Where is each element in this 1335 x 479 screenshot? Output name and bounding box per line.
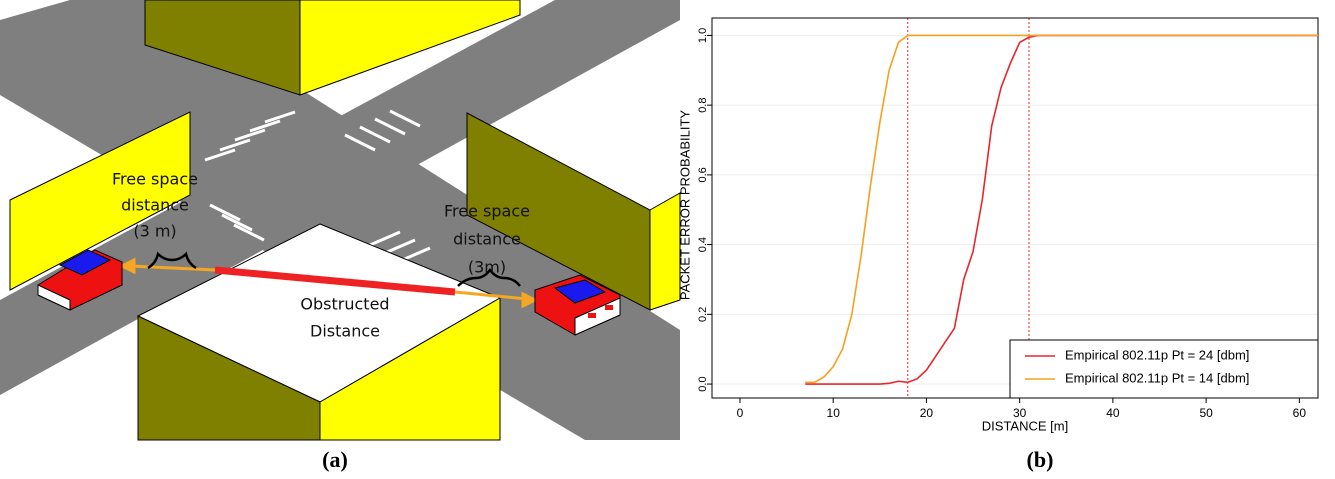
label: Distance — [310, 322, 380, 341]
caption: (b) — [1027, 447, 1054, 472]
y-axis-label: PACKET ERROR PROBABILITY — [677, 110, 692, 301]
x-tick-label: 40 — [1106, 406, 1120, 420]
label: (3 m) — [133, 222, 176, 241]
figure: Free space distance (3 m) Free space dis… — [0, 0, 1335, 474]
x-tick-label: 10 — [827, 406, 841, 420]
y-tick-label: 0.4 — [697, 237, 709, 252]
y-tick-label: 1.0 — [697, 28, 709, 43]
x-tick-label: 60 — [1293, 406, 1307, 420]
label: Obstructed — [300, 295, 389, 314]
x-tick-label: 20 — [920, 406, 934, 420]
y-tick-label: 0.6 — [697, 167, 709, 182]
label: distance — [453, 230, 521, 249]
y-tick-label: 0.8 — [697, 98, 709, 113]
caption: (a) — [322, 447, 348, 472]
label: Free space — [112, 170, 198, 189]
series-line — [805, 35, 1318, 382]
x-tick-label: 50 — [1199, 406, 1213, 420]
legend-label: Empirical 802.11p Pt = 24 [dbm] — [1065, 347, 1249, 362]
series-line — [805, 35, 1318, 384]
y-tick-label: 0.0 — [697, 376, 709, 391]
building-right — [650, 193, 680, 310]
y-tick-label: 0.2 — [697, 307, 709, 322]
label: Free space — [444, 202, 530, 221]
label: distance — [121, 196, 189, 215]
x-tick-label: 0 — [737, 406, 744, 420]
label: (3m) — [468, 258, 506, 277]
illustration: Free space distance (3 m) Free space dis… — [0, 0, 680, 472]
x-axis-label: DISTANCE [m] — [982, 418, 1068, 433]
legend-label: Empirical 802.11p Pt = 14 [dbm] — [1065, 370, 1249, 385]
